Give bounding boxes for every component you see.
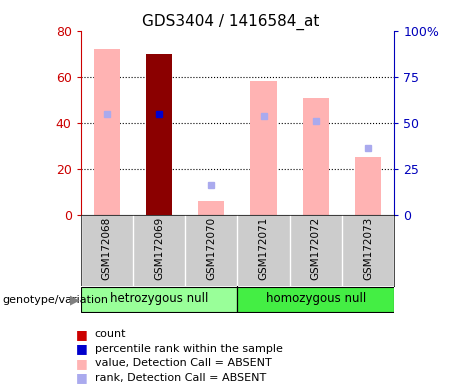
Text: GSM172069: GSM172069 [154,217,164,280]
Bar [250,81,277,215]
Bar [237,287,394,312]
Bar [146,54,172,215]
Text: GDS3404 / 1416584_at: GDS3404 / 1416584_at [142,13,319,30]
Text: GSM172068: GSM172068 [102,217,112,280]
Bar [94,49,120,215]
Bar [81,287,237,312]
Text: ■: ■ [76,342,88,355]
Text: GSM172072: GSM172072 [311,217,321,280]
Text: count: count [95,329,126,339]
Text: genotype/variation: genotype/variation [2,295,108,305]
Text: GSM172073: GSM172073 [363,217,373,280]
Text: GSM172071: GSM172071 [259,217,269,280]
Text: hetrozygous null: hetrozygous null [110,293,208,306]
Bar [198,201,225,215]
Text: GSM172070: GSM172070 [206,217,216,280]
Text: value, Detection Call = ABSENT: value, Detection Call = ABSENT [95,358,271,368]
Text: ■: ■ [76,371,88,384]
Bar [303,98,329,215]
Text: ■: ■ [76,357,88,370]
Bar [355,157,381,215]
Text: rank, Detection Call = ABSENT: rank, Detection Call = ABSENT [95,373,266,383]
Text: percentile rank within the sample: percentile rank within the sample [95,344,283,354]
Text: ■: ■ [76,328,88,341]
Text: ▶: ▶ [71,293,80,306]
Text: homozygous null: homozygous null [266,293,366,306]
